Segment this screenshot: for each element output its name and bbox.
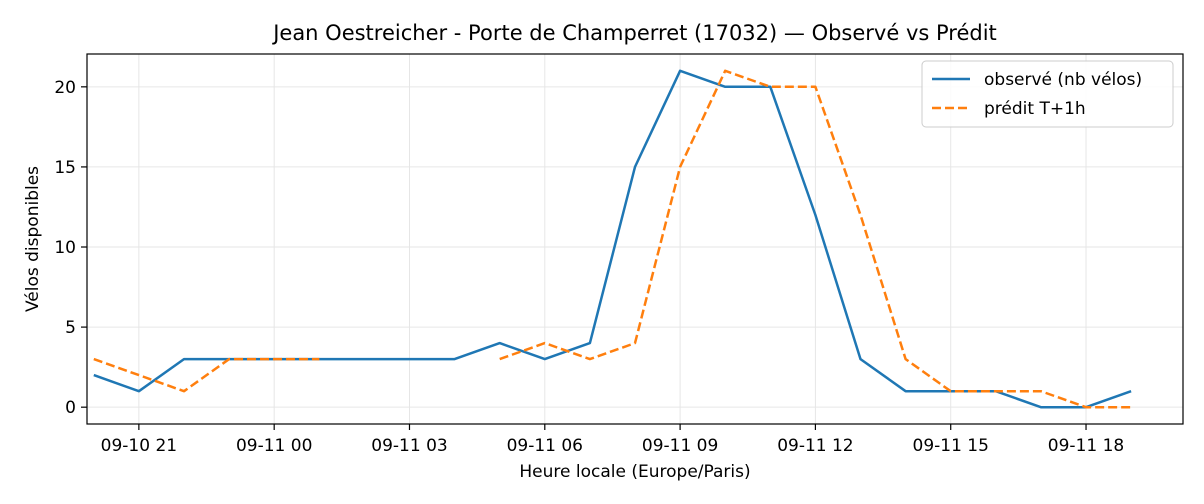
legend: observé (nb vélos) prédit T+1h xyxy=(921,60,1174,128)
y-tick-label: 15 xyxy=(54,158,76,178)
x-tick-label: 09-10 21 xyxy=(101,436,177,456)
y-tick-label: 20 xyxy=(54,78,76,98)
x-tick-label: 09-11 06 xyxy=(507,436,583,456)
legend-label-predicted: prédit T+1h xyxy=(984,99,1086,119)
series-line-predicted xyxy=(93,69,1132,409)
chart-title: Jean Oestreicher - Porte de Champerret (… xyxy=(271,21,997,45)
x-tick-label: 09-11 12 xyxy=(777,436,853,456)
legend-label-observed: observé (nb vélos) xyxy=(984,70,1142,90)
grid xyxy=(87,54,1183,424)
x-axis-ticks: 09-10 21 09-11 00 09-11 03 09-11 06 09-11 09… xyxy=(101,424,1124,456)
legend-box xyxy=(921,60,1174,128)
x-tick-label: 09-11 15 xyxy=(913,436,989,456)
x-tick-label: 09-11 03 xyxy=(371,436,447,456)
series-group xyxy=(93,69,1132,409)
x-tick-label: 09-11 00 xyxy=(236,436,312,456)
y-tick-label: 10 xyxy=(54,238,76,258)
y-axis-ticks: 0 5 10 15 20 xyxy=(54,78,87,418)
y-tick-label: 5 xyxy=(65,318,76,338)
y-axis-label: Vélos disponibles xyxy=(23,166,43,312)
plot-area-frame xyxy=(86,53,1184,425)
x-tick-label: 09-11 09 xyxy=(642,436,718,456)
y-tick-label: 0 xyxy=(65,398,76,418)
x-tick-label: 09-11 18 xyxy=(1048,436,1124,456)
x-axis-label: Heure locale (Europe/Paris) xyxy=(519,462,750,482)
